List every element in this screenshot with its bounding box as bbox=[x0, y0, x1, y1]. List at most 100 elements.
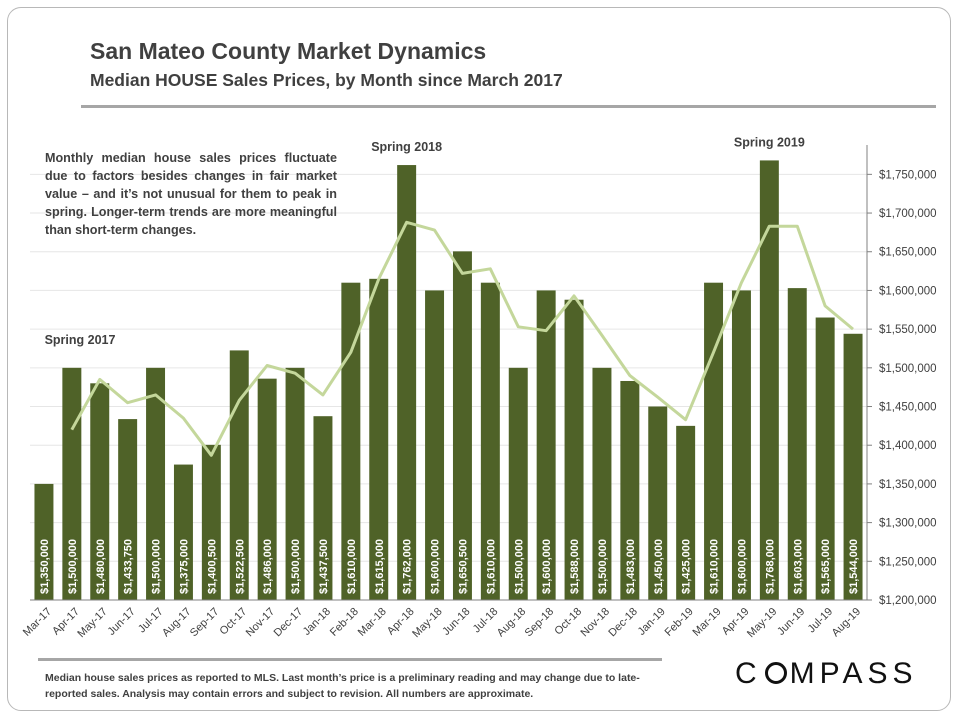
y-tick-label: $1,350,000 bbox=[879, 479, 937, 491]
y-tick-label: $1,250,000 bbox=[879, 556, 937, 568]
annotation-label: Spring 2018 bbox=[371, 140, 442, 154]
x-tick-label: Jan-18 bbox=[301, 606, 333, 638]
chart-note: Monthly median house sales prices fluctu… bbox=[45, 151, 337, 237]
x-tick-label: May-18 bbox=[410, 606, 444, 640]
trend-line bbox=[70, 220, 854, 457]
bar bbox=[257, 378, 277, 600]
bar bbox=[452, 251, 472, 600]
x-tick-label: Jun-17 bbox=[105, 606, 137, 638]
bar-value-label: $1,500,000 bbox=[67, 539, 79, 594]
y-tick-label: $1,400,000 bbox=[879, 440, 937, 452]
x-tick-label: Jan-19 bbox=[636, 606, 668, 638]
x-tick-label: Jun-18 bbox=[440, 606, 472, 638]
bar bbox=[620, 380, 640, 600]
bar-value-label: $1,486,000 bbox=[262, 539, 274, 594]
bar-value-label: $1,483,000 bbox=[625, 539, 637, 594]
bar-value-label: $1,600,000 bbox=[430, 539, 442, 594]
bar bbox=[759, 160, 779, 600]
x-tick-label: Dec-18 bbox=[606, 606, 640, 640]
bar bbox=[118, 419, 138, 600]
page-subtitle: Median HOUSE Sales Prices, by Month sinc… bbox=[90, 70, 563, 90]
bar-value-label: $1,500,000 bbox=[151, 539, 163, 594]
bar bbox=[397, 165, 417, 601]
bar-value-label: $1,500,000 bbox=[597, 539, 609, 594]
x-tick-label: Feb-18 bbox=[328, 606, 361, 639]
bar bbox=[676, 425, 696, 600]
bar-value-label: $1,544,000 bbox=[848, 539, 860, 594]
x-tick-label: Sep-17 bbox=[188, 606, 222, 640]
x-tick-label: May-19 bbox=[745, 606, 779, 640]
bar bbox=[173, 464, 193, 600]
bar bbox=[285, 367, 305, 600]
x-tick-label: Mar-17 bbox=[21, 606, 54, 639]
bar-value-label: $1,522,500 bbox=[234, 539, 246, 594]
y-tick-label: $1,600,000 bbox=[879, 285, 937, 297]
bar-value-label: $1,400,500 bbox=[206, 539, 218, 594]
page-title: San Mateo County Market Dynamics bbox=[90, 38, 487, 64]
bar bbox=[34, 483, 54, 600]
y-tick-label: $1,500,000 bbox=[879, 363, 937, 375]
x-tick-label: Mar-19 bbox=[691, 606, 724, 639]
bar-value-label: $1,650,500 bbox=[457, 539, 469, 594]
x-tick-label: Feb-19 bbox=[663, 606, 696, 639]
bar bbox=[90, 383, 110, 600]
logo-o-icon bbox=[764, 662, 787, 684]
bar-value-label: $1,615,000 bbox=[374, 539, 386, 594]
compass-logo: C MPASS bbox=[735, 657, 917, 691]
bar-value-label: $1,437,500 bbox=[318, 539, 330, 594]
chart-x-labels: Mar-17Apr-17May-17Jun-17Jul-17Aug-17Sep-… bbox=[21, 606, 863, 640]
x-tick-label: Nov-18 bbox=[579, 606, 613, 640]
x-tick-label: Jun-19 bbox=[775, 606, 807, 638]
annotation-label: Spring 2019 bbox=[734, 135, 805, 149]
x-tick-label: Nov-17 bbox=[244, 606, 278, 640]
bar bbox=[592, 367, 612, 600]
bar-value-label: $1,500,000 bbox=[513, 539, 525, 594]
footer-disclaimer: Median house sales prices as reported to… bbox=[45, 672, 640, 700]
footer-divider bbox=[38, 658, 662, 661]
chart-bars bbox=[34, 160, 863, 601]
x-tick-label: Dec-17 bbox=[272, 606, 306, 640]
slide-frame bbox=[7, 7, 951, 711]
bar bbox=[62, 367, 82, 600]
bar bbox=[480, 282, 500, 600]
chart-y-axis: $1,200,000 $1,250,000 $1,300,000 $1,350,000… bbox=[30, 145, 937, 607]
bar-value-label: $1,610,000 bbox=[485, 539, 497, 594]
bar-value-label: $1,433,750 bbox=[123, 539, 135, 594]
bar-value-label: $1,565,000 bbox=[820, 539, 832, 594]
bar bbox=[648, 406, 668, 600]
bar bbox=[731, 290, 751, 600]
bar bbox=[787, 288, 807, 600]
annotation-label: Spring 2017 bbox=[45, 333, 116, 347]
y-tick-label: $1,750,000 bbox=[879, 169, 937, 181]
bar-value-label: $1,375,000 bbox=[178, 539, 190, 594]
bar-value-label: $1,610,000 bbox=[709, 539, 721, 594]
bar bbox=[564, 299, 584, 600]
x-tick-label: Mar-18 bbox=[356, 606, 389, 639]
y-tick-label: $1,200,000 bbox=[879, 595, 937, 607]
chart-bar-labels: $1,350,000 $1,500,000 $1,480,000 $1,433,750… bbox=[39, 539, 860, 594]
bar-value-label: $1,588,000 bbox=[569, 539, 581, 594]
chart-trend-line bbox=[70, 220, 854, 457]
bar-value-label: $1,762,000 bbox=[402, 539, 414, 594]
title-divider bbox=[81, 105, 936, 108]
bar-value-label: $1,480,000 bbox=[95, 539, 107, 594]
bar-value-label: $1,450,000 bbox=[653, 539, 665, 594]
bar bbox=[369, 278, 389, 600]
bar bbox=[508, 367, 528, 600]
y-tick-label: $1,450,000 bbox=[879, 402, 937, 414]
bar bbox=[313, 416, 333, 600]
x-tick-label: Aug-19 bbox=[830, 606, 864, 640]
bar-value-label: $1,768,000 bbox=[764, 539, 776, 594]
bar-value-label: $1,350,000 bbox=[39, 539, 51, 594]
bar-value-label: $1,425,000 bbox=[681, 539, 693, 594]
bar-value-label: $1,600,000 bbox=[736, 539, 748, 594]
y-tick-label: $1,700,000 bbox=[879, 208, 937, 220]
bar bbox=[146, 367, 166, 600]
logo-text-left: C bbox=[735, 657, 762, 690]
x-tick-label: May-17 bbox=[75, 606, 109, 640]
bar bbox=[201, 444, 221, 600]
x-tick-label: Aug-17 bbox=[160, 606, 194, 640]
bar bbox=[843, 333, 863, 600]
y-tick-label: $1,550,000 bbox=[879, 324, 937, 336]
